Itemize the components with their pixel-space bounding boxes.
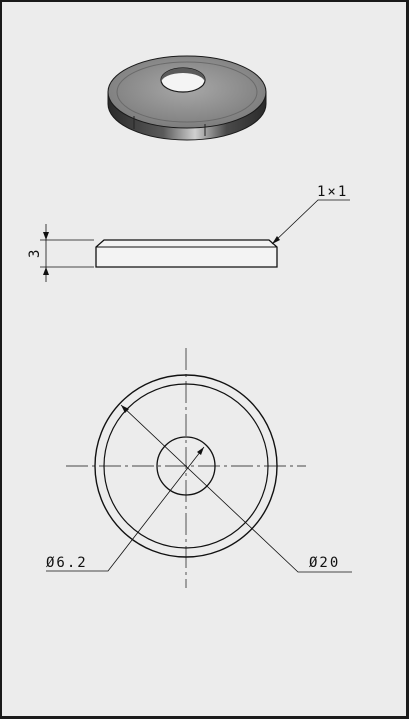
isometric-washer-view xyxy=(107,55,267,141)
thickness-label: 3 xyxy=(27,248,43,258)
dimension-arrow xyxy=(121,405,129,413)
outer-diameter-leader xyxy=(120,404,352,573)
outer-diameter-label: Ø20 xyxy=(309,555,340,571)
dimension-arrow xyxy=(43,267,49,275)
inner-diameter-label: Ø6.2 xyxy=(46,555,88,571)
washer-hole-inner-wall xyxy=(161,68,205,83)
inner-diameter-leader xyxy=(46,446,205,572)
dimension-arrow xyxy=(197,447,204,455)
chamfer-circle xyxy=(103,383,269,549)
washer-chamfer-ring xyxy=(116,61,258,123)
side-view-profile xyxy=(95,239,278,268)
side-view xyxy=(40,199,350,282)
chamfer-label: 1×1 xyxy=(317,184,348,200)
leader-arrow xyxy=(272,236,280,244)
inner-hole-circle xyxy=(156,436,216,496)
outer-circle xyxy=(94,374,278,558)
dimension-arrow xyxy=(43,232,49,240)
chamfer-leader-line xyxy=(271,199,350,245)
top-view xyxy=(46,348,352,588)
